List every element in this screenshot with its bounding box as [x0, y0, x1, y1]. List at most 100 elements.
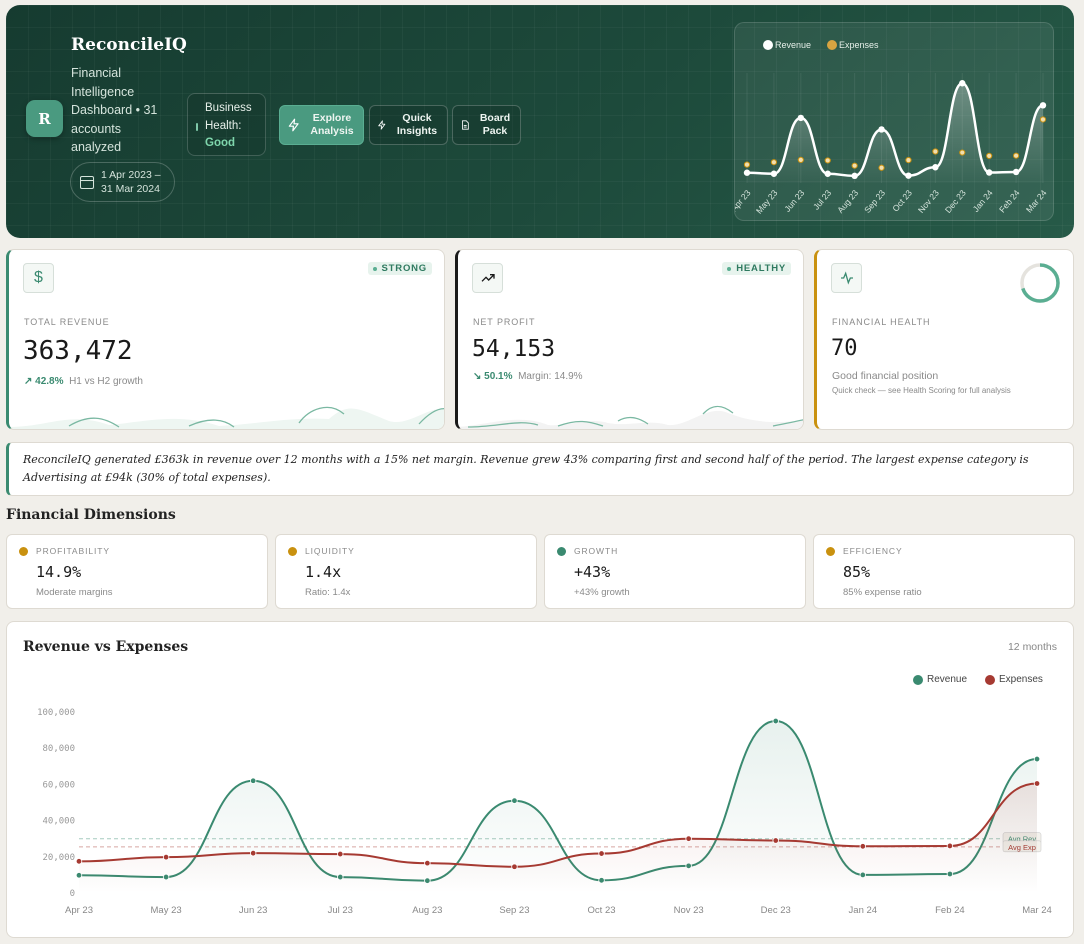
mini-x-tick: Apr 23 [735, 188, 753, 214]
status-dot [19, 547, 28, 556]
dimension-card-growth: GROWTH +43% +43% growth [544, 534, 806, 609]
kpi-card-total-revenue: $ STRONG TOTAL REVENUE 363,472 ↗ 42.8% H… [6, 249, 445, 430]
revenue-vs-expenses-chart: Revenue vs Expenses 12 months Revenue Ex… [6, 621, 1074, 938]
mini-expense-point [797, 156, 804, 163]
kpi-value: 54,153 [472, 336, 556, 362]
x-tick-label: Oct 23 [588, 905, 616, 916]
dimension-sub: Ratio: 1.4x [305, 587, 351, 598]
data-point [511, 863, 518, 870]
data-point [1033, 780, 1041, 787]
x-tick-label: May 23 [151, 905, 182, 916]
calendar-icon [80, 176, 94, 189]
status-dot [288, 547, 297, 556]
x-tick-label: Feb 24 [935, 905, 965, 916]
series-area [79, 783, 1037, 893]
hero-banner: R ReconcileIQ Financial Intelligence Das… [6, 5, 1074, 238]
quick-insights-button[interactable]: Quick Insights [369, 105, 448, 145]
kpi-value: 363,472 [23, 336, 133, 366]
board-pack-button[interactable]: Board Pack [452, 105, 521, 145]
mini-revenue-chart: Revenue Expenses Apr 23 May 23 Jun 23 Jul 2… [734, 22, 1054, 221]
ring-fill [1020, 263, 1060, 303]
trend-up-icon [472, 263, 503, 293]
section-title: Financial Dimensions [6, 507, 176, 523]
date-range-button[interactable]: 1 Apr 2023 – 31 Mar 2024 [70, 162, 175, 202]
mini-revenue-point [905, 172, 912, 179]
data-point [337, 850, 344, 858]
data-point [859, 843, 867, 850]
profit-sparkline [458, 405, 803, 429]
health-label: Business Health: [205, 102, 252, 132]
y-tick-label: 40,000 [42, 817, 75, 827]
mini-x-tick: Feb 24 [997, 188, 1022, 215]
dimension-value: 85% [843, 563, 871, 581]
mini-x-tick: Sep 23 [862, 188, 887, 215]
data-point [424, 859, 431, 867]
mini-revenue-point [797, 114, 805, 122]
health-value: Good [205, 137, 236, 149]
dimension-sub: 85% expense ratio [843, 587, 922, 598]
x-tick-label: Jun 23 [239, 905, 268, 916]
dimension-label: GROWTH [574, 546, 619, 556]
main-chart-svg: 100,000 80,000 60,000 40,000 20,000 0 Apr 23 Ma… [37, 708, 1052, 916]
mini-x-tick: Oct 23 [890, 188, 914, 214]
lightning-icon [378, 120, 386, 130]
status-dot [826, 547, 835, 556]
lightning-icon [288, 118, 299, 132]
mini-legend-expenses: Expenses [827, 40, 879, 50]
mini-x-tick: Nov 23 [916, 188, 941, 215]
mini-revenue-point [743, 169, 751, 176]
health-indicator [196, 123, 198, 131]
x-tick-label: Dec 23 [761, 905, 791, 916]
data-point [249, 777, 257, 784]
chart-period: 12 months [1007, 641, 1057, 653]
mini-expense-point [1039, 116, 1047, 123]
status-badge: STRONG [367, 262, 432, 275]
dimension-card-liquidity: LIQUIDITY 1.4x Ratio: 1.4x [275, 534, 537, 609]
kpi-subline: ↘ 50.1% Margin: 14.9% [473, 371, 583, 382]
dollar-icon: $ [23, 263, 54, 293]
mini-x-tick: Mar 24 [1024, 188, 1049, 215]
mini-x-tick: Jul 23 [811, 188, 833, 212]
chart-title: Revenue vs Expenses [23, 639, 189, 655]
mini-chart-svg: Apr 23 May 23 Jun 23 Jul 23 Aug 23 Sep 23 Oct … [735, 73, 1049, 216]
mini-revenue-point [824, 170, 831, 177]
mini-x-tick: Aug 23 [835, 188, 860, 215]
x-tick-label: Jul 23 [328, 905, 353, 916]
mini-revenue-point [878, 126, 885, 133]
ai-summary: ReconcileIQ generated £363k in revenue o… [6, 442, 1074, 496]
button-label: Quick Insights [396, 112, 438, 137]
mini-x-tick: Jan 24 [971, 188, 995, 214]
dimension-label: EFFICIENCY [843, 546, 903, 556]
status-dot [557, 547, 566, 556]
legend-revenue[interactable]: Revenue [913, 674, 967, 685]
mini-revenue-point [985, 169, 993, 176]
mini-expense-point [770, 159, 778, 166]
button-label: Board Pack [479, 112, 511, 137]
explore-analysis-button[interactable]: Explore Analysis [279, 105, 364, 145]
business-health-badge: Business Health: Good [187, 93, 266, 156]
legend-expenses[interactable]: Expenses [985, 674, 1043, 685]
mini-legend-revenue: Revenue [763, 40, 811, 50]
data-point [1033, 755, 1041, 763]
logo: R [26, 100, 63, 137]
date-range-text: 1 Apr 2023 – 31 Mar 2024 [101, 169, 161, 195]
mini-expense-point [824, 157, 831, 164]
dimension-sub: Moderate margins [36, 587, 113, 598]
brand-name: ReconcileIQ [71, 35, 187, 55]
x-tick-label: Nov 23 [674, 905, 704, 916]
dimension-card-profitability: PROFITABILITY 14.9% Moderate margins [6, 534, 268, 609]
kpi-change-note: H1 vs H2 growth [69, 376, 143, 387]
kpi-label: FINANCIAL HEALTH [832, 317, 931, 327]
data-point [598, 850, 605, 857]
dimension-label: LIQUIDITY [305, 546, 355, 556]
data-point [772, 837, 779, 844]
data-point [685, 835, 692, 842]
x-tick-label: Jan 24 [849, 905, 878, 916]
x-tick-label: Apr 23 [65, 905, 93, 916]
data-point [511, 797, 518, 804]
dimension-label: PROFITABILITY [36, 546, 110, 556]
kpi-card-net-profit: HEALTHY NET PROFIT 54,153 ↘ 50.1% Margin… [455, 249, 804, 430]
y-tick-label: 80,000 [42, 744, 75, 754]
dimension-value: +43% [574, 563, 611, 581]
health-subnote: Quick check — see Health Scoring for ful… [832, 386, 1011, 395]
